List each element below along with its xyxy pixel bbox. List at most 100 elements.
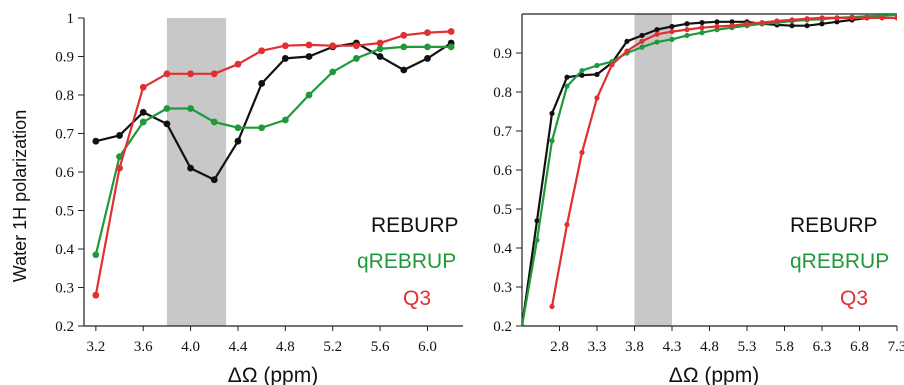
data-point [639, 32, 645, 39]
data-point [234, 137, 242, 145]
legend-q3: Q3 [403, 287, 431, 310]
data-point [116, 153, 123, 161]
x-tick-label: 6.8 [850, 339, 869, 355]
y-tick-label: 0.4 [493, 241, 512, 257]
x-tick-label: 4.4 [229, 339, 248, 355]
y-tick-label: 0.5 [493, 202, 512, 218]
x-tick-label: 5.6 [371, 339, 390, 355]
y-tick-label: 0.3 [55, 281, 74, 297]
data-point [139, 83, 147, 91]
y-tick-label: 1 [67, 11, 75, 27]
data-point [684, 32, 690, 39]
data-point [92, 137, 100, 145]
data-point [353, 42, 360, 50]
data-point [729, 19, 735, 25]
data-point [163, 70, 171, 78]
series-line-q3 [94, 30, 452, 296]
series-line-reburp [95, 41, 452, 181]
data-point [281, 42, 289, 50]
x-tick-label: 6.3 [813, 339, 832, 355]
data-point [139, 118, 147, 126]
x-tick-label: 6.0 [418, 339, 437, 355]
data-point [258, 80, 266, 87]
legend-q3: Q3 [840, 287, 868, 310]
data-point [549, 303, 555, 310]
data-point [819, 15, 825, 21]
data-point [834, 19, 840, 25]
data-point [879, 15, 885, 21]
data-point [564, 222, 570, 228]
x-tick-label: 3.6 [134, 339, 153, 355]
x-axis-label: ΔΩ (ppm) [228, 364, 318, 385]
data-point [376, 39, 384, 47]
x-tick-label: 7.3 [888, 339, 904, 355]
x-tick-label: 4.3 [663, 339, 682, 355]
y-tick-label: 0.6 [55, 165, 74, 181]
data-point [669, 23, 675, 30]
data-point [187, 164, 194, 172]
data-point [864, 15, 870, 21]
x-tick-label: 3.3 [588, 339, 607, 355]
y-tick-label: 0.5 [55, 204, 74, 220]
data-point [400, 43, 408, 51]
data-point [376, 53, 384, 60]
data-point [894, 15, 897, 21]
data-point [759, 19, 765, 26]
series-line-qrebrup [94, 45, 452, 256]
data-point [624, 48, 630, 54]
y-tick-label: 0.9 [55, 50, 74, 66]
shaded-region [634, 14, 672, 326]
data-point [210, 176, 218, 184]
legend-reburp: REBURP [371, 214, 459, 237]
data-point [579, 67, 585, 74]
data-point [329, 42, 337, 50]
y-tick-label: 0.2 [493, 319, 512, 335]
y-tick-label: 0.9 [493, 46, 512, 62]
data-point [234, 124, 242, 132]
data-point [789, 17, 795, 23]
data-point [210, 118, 218, 126]
data-point [187, 105, 194, 112]
data-point [849, 15, 855, 21]
data-point [729, 23, 735, 29]
data-point [684, 21, 690, 27]
data-point [534, 218, 540, 224]
data-point [305, 41, 313, 49]
x-tick-label: 5.3 [738, 339, 757, 355]
right-chart: 0.2 0.3 0.4 0.5 0.6 0.7 0.8 0.9 2.8 3.3 3.8 4.3 4.8 5… [493, 13, 904, 385]
series-group [522, 14, 897, 326]
data-point [400, 66, 408, 74]
data-point [116, 164, 123, 172]
data-point [163, 105, 171, 112]
data-point [564, 83, 570, 89]
data-point [305, 91, 313, 99]
data-point [353, 55, 360, 62]
y-tick-label: 0.8 [493, 85, 512, 101]
y-tick-label: 0.2 [55, 319, 74, 335]
data-point [714, 19, 720, 25]
x-tick-label: 4.0 [181, 339, 200, 355]
data-point [424, 29, 431, 37]
plot-layer: 0.2 0.3 0.4 0.5 0.6 0.7 0.8 0.9 2.8 3.3 3.8 4.3 4.8 5… [493, 13, 904, 355]
data-point [819, 21, 825, 27]
data-point [281, 116, 289, 124]
data-point [187, 70, 194, 78]
data-point [744, 21, 750, 27]
data-point [534, 237, 540, 243]
data-point [654, 31, 660, 37]
x-tick-label: 4.8 [700, 339, 719, 355]
data-point [376, 45, 384, 53]
y-tick-label: 0.3 [493, 280, 512, 296]
data-point [92, 251, 100, 259]
data-point [579, 72, 585, 78]
data-point [400, 31, 408, 39]
data-point [258, 124, 266, 132]
data-point [424, 55, 431, 62]
legend-reburp: REBURP [790, 214, 878, 237]
data-point [639, 44, 645, 50]
legend-qrebrup: qREBRUP [357, 250, 456, 273]
y-tick-label: 0.6 [493, 163, 512, 179]
y-axis-label: Water 1H polarization [10, 110, 30, 282]
data-point [92, 291, 100, 299]
y-tick-label: 0.7 [55, 127, 74, 143]
